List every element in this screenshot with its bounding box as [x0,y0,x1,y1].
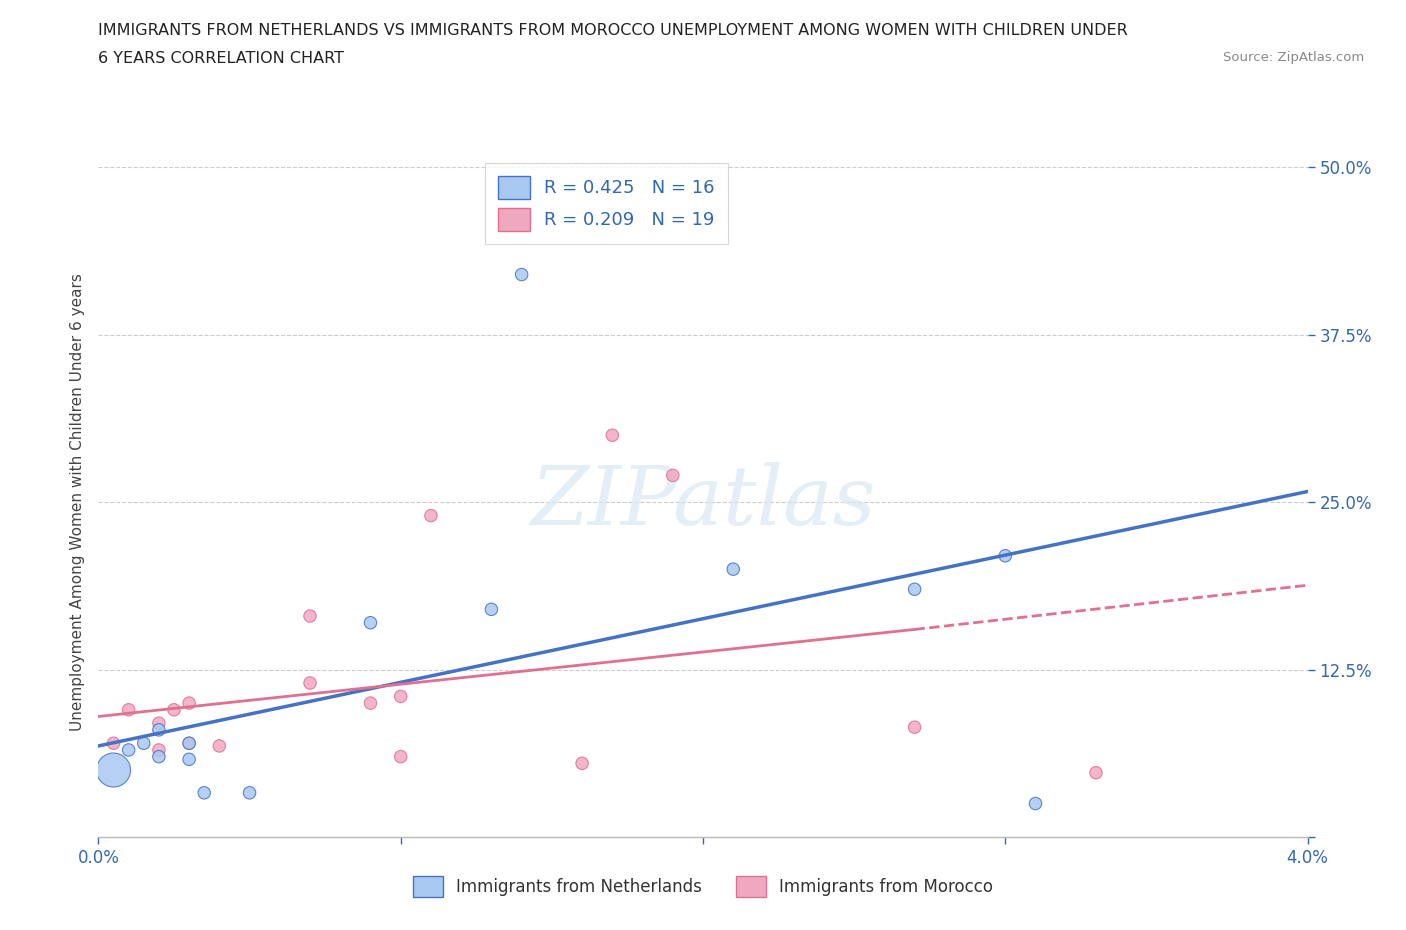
Point [193,785,215,800]
Point [179,751,201,766]
Point [148,742,170,757]
Point [148,716,170,731]
Point [510,267,533,282]
Point [103,763,125,777]
Point [179,736,201,751]
Point [103,736,125,751]
Point [359,616,381,631]
Point [148,723,170,737]
Point [389,750,412,764]
Point [1085,765,1108,780]
Point [118,702,141,717]
Point [661,468,683,483]
Point [299,675,322,690]
Point [479,602,503,617]
Point [179,736,201,751]
Point [389,689,412,704]
Legend: Immigrants from Netherlands, Immigrants from Morocco: Immigrants from Netherlands, Immigrants … [401,864,1005,909]
Point [571,756,593,771]
Text: ZIPatlas: ZIPatlas [530,462,876,542]
Text: 6 YEARS CORRELATION CHART: 6 YEARS CORRELATION CHART [98,51,344,66]
Point [132,736,155,751]
Text: Source: ZipAtlas.com: Source: ZipAtlas.com [1223,51,1364,64]
Point [179,696,201,711]
Point [602,428,624,443]
Point [118,742,141,757]
Point [903,582,925,597]
Point [163,702,186,717]
Point [1024,796,1046,811]
Point [419,508,441,523]
Point [208,738,231,753]
Point [903,720,925,735]
Point [994,549,1017,564]
Point [148,750,170,764]
Point [359,696,381,711]
Y-axis label: Unemployment Among Women with Children Under 6 years: Unemployment Among Women with Children U… [69,273,84,731]
Point [723,562,745,577]
Text: IMMIGRANTS FROM NETHERLANDS VS IMMIGRANTS FROM MOROCCO UNEMPLOYMENT AMONG WOMEN : IMMIGRANTS FROM NETHERLANDS VS IMMIGRANT… [98,23,1128,38]
Point [299,608,322,623]
Point [239,785,262,800]
